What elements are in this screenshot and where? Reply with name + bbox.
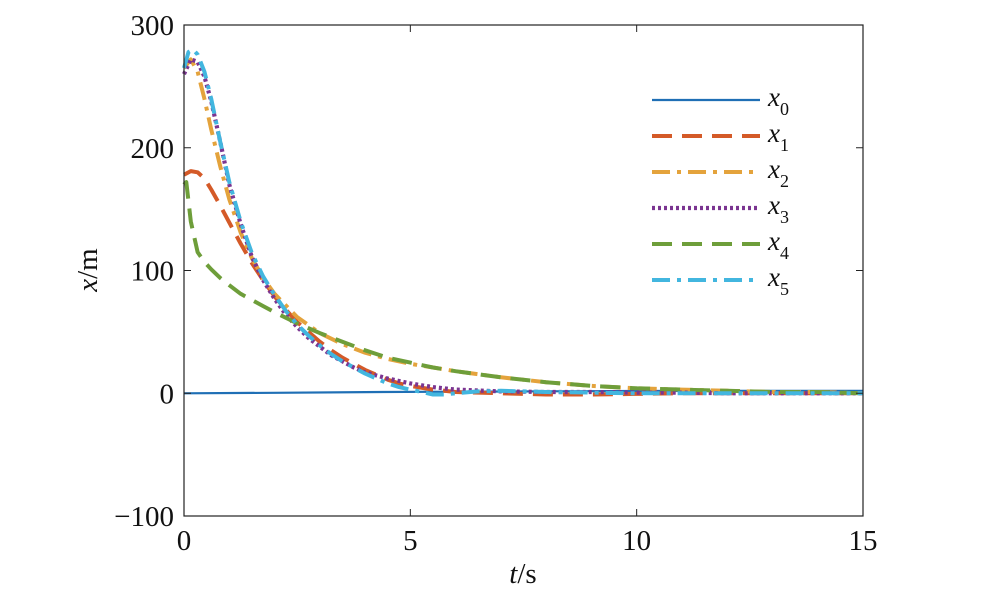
y-tick-label: 100 — [131, 256, 175, 288]
y-tick-label: 200 — [131, 133, 175, 165]
series-layer — [182, 47, 864, 397]
y-tick-label: 300 — [131, 10, 175, 42]
legend-label-x5: x5 — [767, 262, 789, 299]
y-axis-label-var: x — [72, 279, 104, 293]
legend-label-x4: x4 — [767, 226, 789, 263]
legend-label-x3: x3 — [767, 190, 789, 227]
series-line-x4 — [182, 180, 864, 396]
x-tick-label: 10 — [622, 525, 651, 557]
x-axis-label-unit: /s — [517, 558, 536, 590]
x-tick-label: 0 — [177, 525, 192, 557]
plot-background — [184, 25, 863, 516]
series-line-x5 — [182, 47, 863, 397]
y-axis-label: x/m — [72, 248, 104, 293]
legend-label-x1: x1 — [767, 118, 789, 155]
y-tick-label: −100 — [114, 501, 174, 533]
x-tick-label: 5 — [403, 525, 418, 557]
x-tick-label: 15 — [849, 525, 878, 557]
x-axis-label-var: t — [509, 558, 518, 590]
series-line-x1 — [183, 169, 863, 397]
legend-label-x0: x0 — [767, 82, 789, 119]
legend-label-x2: x2 — [767, 154, 789, 191]
y-axis-label-unit: /m — [72, 248, 104, 279]
x-axis-label: t/s — [509, 558, 536, 590]
y-tick-label: 0 — [160, 378, 175, 410]
